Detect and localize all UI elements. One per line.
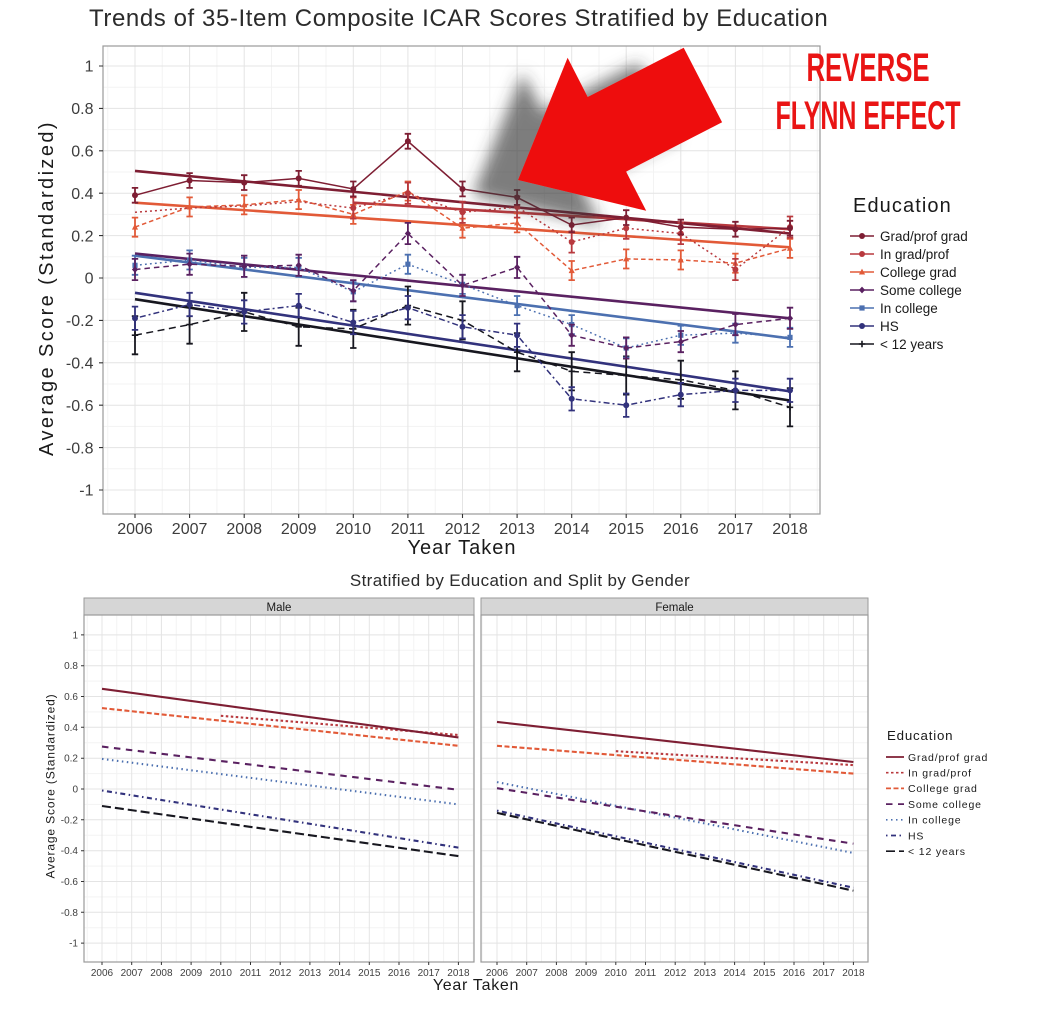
svg-text:-1: -1	[69, 939, 78, 950]
svg-text:-0.4: -0.4	[61, 846, 79, 857]
svg-text:2007: 2007	[172, 521, 208, 538]
svg-text:2007: 2007	[516, 968, 539, 979]
svg-text:0.4: 0.4	[71, 186, 93, 203]
svg-text:Average Score (Standardized): Average Score (Standardized)	[36, 120, 58, 456]
svg-text:2018: 2018	[842, 968, 865, 979]
svg-text:HS: HS	[880, 319, 899, 334]
svg-text:Year Taken: Year Taken	[433, 977, 519, 994]
svg-text:0.2: 0.2	[71, 228, 93, 245]
svg-text:0: 0	[85, 271, 94, 288]
svg-text:College grad: College grad	[880, 265, 957, 280]
svg-text:2015: 2015	[358, 968, 381, 979]
svg-text:2009: 2009	[575, 968, 598, 979]
svg-text:2013: 2013	[694, 968, 717, 979]
svg-text:2010: 2010	[605, 968, 628, 979]
svg-text:2016: 2016	[783, 968, 806, 979]
svg-text:2013: 2013	[299, 968, 322, 979]
svg-text:< 12 years: < 12 years	[880, 337, 944, 352]
svg-text:2010: 2010	[210, 968, 233, 979]
svg-text:Some college: Some college	[880, 283, 962, 298]
svg-text:Grad/prof grad: Grad/prof grad	[880, 229, 968, 244]
svg-text:2017: 2017	[418, 968, 441, 979]
svg-text:0: 0	[72, 785, 78, 796]
svg-text:2014: 2014	[554, 521, 590, 538]
svg-text:In college: In college	[908, 815, 961, 827]
svg-text:In grad/prof: In grad/prof	[880, 247, 949, 262]
svg-text:-0.4: -0.4	[66, 356, 94, 373]
svg-text:Grad/prof grad: Grad/prof grad	[908, 752, 988, 764]
svg-text:2018: 2018	[772, 521, 808, 538]
svg-text:2008: 2008	[545, 968, 568, 979]
svg-text:2018: 2018	[447, 968, 470, 979]
svg-text:2015: 2015	[753, 968, 776, 979]
svg-text:-0.2: -0.2	[61, 815, 79, 826]
svg-text:0.8: 0.8	[71, 101, 93, 118]
svg-text:2017: 2017	[813, 968, 836, 979]
svg-text:2014: 2014	[723, 968, 746, 979]
svg-text:Stratified by Education and Sp: Stratified by Education and Split by Gen…	[350, 571, 690, 590]
svg-text:2006: 2006	[486, 968, 509, 979]
svg-text:Year Taken: Year Taken	[408, 537, 517, 559]
svg-text:In college: In college	[880, 301, 938, 316]
svg-text:College grad: College grad	[908, 783, 978, 795]
svg-text:Female: Female	[655, 602, 693, 614]
svg-text:2016: 2016	[663, 521, 699, 538]
svg-text:1: 1	[72, 630, 78, 641]
svg-text:1: 1	[85, 59, 94, 76]
svg-text:-0.2: -0.2	[66, 313, 94, 330]
svg-text:REVERSE: REVERSE	[806, 45, 929, 90]
svg-text:-0.6: -0.6	[66, 398, 94, 415]
svg-text:0.4: 0.4	[64, 723, 78, 734]
svg-text:Trends of 35-Item Composite IC: Trends of 35-Item Composite ICAR Scores …	[89, 5, 828, 32]
svg-text:2017: 2017	[718, 521, 754, 538]
svg-text:2013: 2013	[499, 521, 535, 538]
svg-text:2012: 2012	[664, 968, 687, 979]
svg-text:2015: 2015	[608, 521, 644, 538]
svg-text:2006: 2006	[117, 521, 153, 538]
svg-text:0.8: 0.8	[64, 661, 78, 672]
svg-text:2008: 2008	[150, 968, 173, 979]
svg-text:2012: 2012	[269, 968, 292, 979]
svg-text:0.6: 0.6	[71, 144, 93, 161]
svg-text:2007: 2007	[121, 968, 144, 979]
svg-text:2009: 2009	[180, 968, 203, 979]
svg-text:2010: 2010	[336, 521, 372, 538]
svg-text:Education: Education	[853, 195, 952, 217]
svg-text:HS: HS	[908, 830, 924, 842]
svg-text:2009: 2009	[281, 521, 317, 538]
svg-text:In grad/prof: In grad/prof	[908, 768, 972, 780]
svg-text:0.6: 0.6	[64, 692, 78, 703]
svg-text:-1: -1	[79, 483, 93, 500]
svg-text:2012: 2012	[445, 521, 481, 538]
svg-text:0.2: 0.2	[64, 754, 78, 765]
svg-text:Male: Male	[267, 602, 292, 614]
svg-text:2011: 2011	[635, 968, 657, 979]
svg-text:Average Score (Standardized): Average Score (Standardized)	[44, 693, 58, 878]
svg-text:-0.6: -0.6	[61, 877, 79, 888]
svg-text:2006: 2006	[91, 968, 114, 979]
svg-text:2008: 2008	[226, 521, 262, 538]
svg-text:-0.8: -0.8	[66, 440, 94, 457]
svg-text:2011: 2011	[391, 521, 426, 538]
svg-text:< 12 years: < 12 years	[908, 846, 966, 858]
svg-text:FLYNN EFFECT: FLYNN EFFECT	[775, 93, 960, 138]
svg-text:-0.8: -0.8	[61, 908, 79, 919]
svg-text:2014: 2014	[328, 968, 351, 979]
svg-text:2016: 2016	[388, 968, 411, 979]
svg-text:Some college: Some college	[908, 799, 982, 811]
svg-text:Education: Education	[887, 728, 953, 743]
svg-text:2011: 2011	[240, 968, 262, 979]
